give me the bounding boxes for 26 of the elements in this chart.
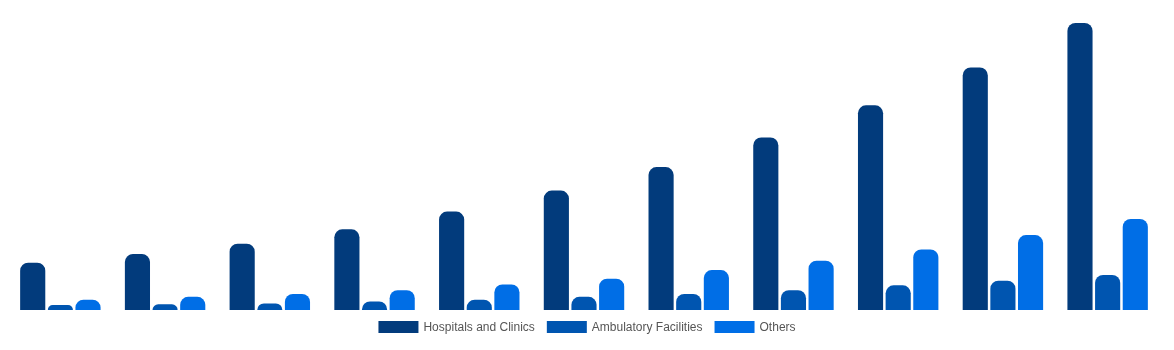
bar (808, 260, 834, 310)
bar (1017, 235, 1044, 310)
bar (962, 67, 988, 310)
legend-label: Others (759, 320, 796, 334)
bar (990, 280, 1016, 310)
bar (1095, 274, 1121, 310)
bar (1122, 219, 1148, 310)
bar (913, 249, 939, 310)
bar (703, 270, 729, 310)
bar (753, 137, 779, 310)
bar (780, 290, 807, 310)
bar (389, 290, 415, 310)
bar (20, 262, 46, 310)
bar (857, 105, 884, 310)
bar (334, 229, 360, 310)
bar (543, 190, 569, 310)
bar (885, 285, 911, 310)
bar (1067, 23, 1093, 310)
bar (648, 167, 674, 310)
bar (494, 284, 520, 310)
bar (599, 278, 625, 310)
legend-label: Hospitals and Clinics (423, 320, 535, 334)
bar (124, 254, 151, 310)
bar (439, 211, 465, 310)
legend-label: Ambulatory Facilities (591, 320, 703, 334)
bar (229, 243, 255, 310)
